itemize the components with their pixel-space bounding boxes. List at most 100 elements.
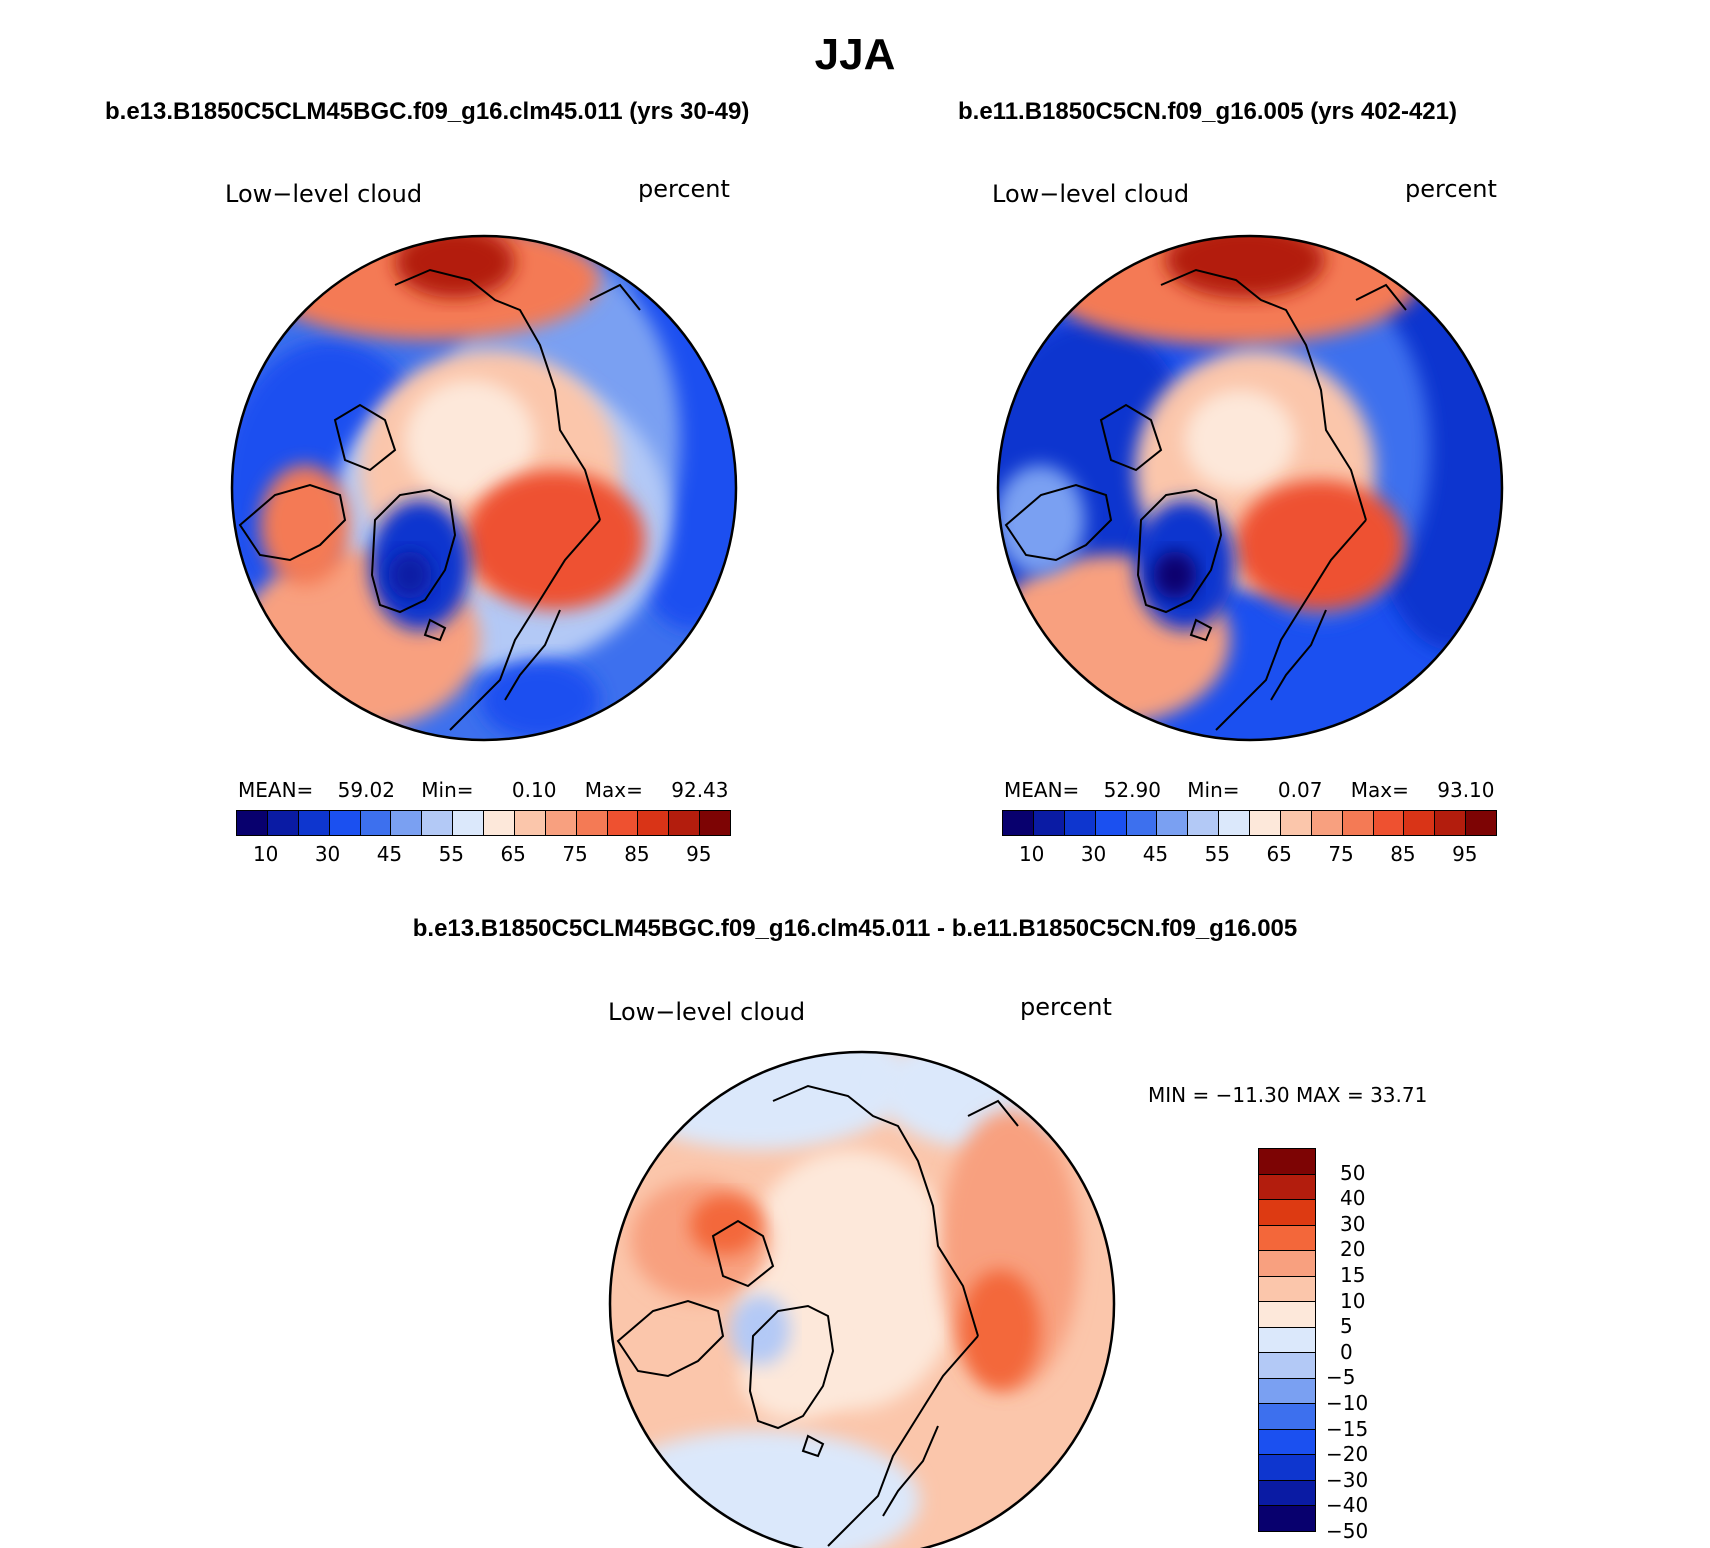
- left-min-label: Min=: [421, 778, 474, 802]
- diff-units-label: percent: [1020, 993, 1112, 1021]
- diff-colorbar-tick-label: 10: [1340, 1288, 1366, 1313]
- right-colorbar-swatch: [1219, 811, 1250, 835]
- left-mean-label: MEAN=: [238, 778, 314, 802]
- diff-colorbar-swatch: [1259, 1429, 1315, 1456]
- left-min-value: 0.10: [511, 778, 557, 802]
- left-coastlines: [238, 268, 641, 731]
- right-colorbar-swatch: [1095, 811, 1127, 835]
- right-colorbar-tick-label: 45: [1142, 842, 1169, 866]
- left-colorbar-ticks: 10 30 45 55 65 75 85 95: [236, 842, 731, 868]
- right-colorbar-tick-label: 30: [1080, 842, 1107, 866]
- right-colorbar-swatch: [1342, 811, 1374, 835]
- diff-map-frame: [608, 1050, 1116, 1548]
- left-colorbar-swatch: [607, 811, 639, 835]
- left-colorbar-swatch: [391, 811, 423, 835]
- left-colorbar-tick-label: 65: [500, 842, 526, 866]
- left-colorbar-swatch: [484, 811, 515, 835]
- diff-colorbar-swatch: [1259, 1251, 1315, 1277]
- diff-colorbar-tick-label: 50: [1340, 1160, 1366, 1185]
- diff-colorbar-swatch: [1259, 1506, 1315, 1531]
- left-colorbar-swatch: [453, 811, 484, 835]
- right-colorbar-swatch: [1435, 811, 1467, 835]
- right-colorbar-tick-label: 65: [1266, 842, 1292, 866]
- diff-variable-label: Low−level cloud: [608, 998, 806, 1026]
- left-polar-map: [230, 234, 738, 742]
- left-units-label: percent: [638, 175, 730, 203]
- diff-colorbar-tick-label: −30: [1326, 1467, 1369, 1492]
- right-max-label: Max=: [1350, 778, 1409, 802]
- left-colorbar-tick-label: 45: [376, 842, 403, 866]
- right-colorbar: [1002, 810, 1497, 836]
- left-colorbar-swatch: [545, 811, 577, 835]
- left-variable-label: Low−level cloud: [225, 180, 423, 208]
- diff-colorbar-swatch: [1259, 1200, 1315, 1226]
- diff-colorbar-swatch: [1259, 1378, 1315, 1405]
- right-colorbar-swatch: [1250, 811, 1281, 835]
- left-colorbar-swatch: [514, 811, 546, 835]
- left-colorbar: [236, 810, 731, 836]
- left-field-shading: [232, 236, 736, 740]
- diff-colorbar-tick-label: 30: [1340, 1211, 1366, 1236]
- right-colorbar-tick-label: 55: [1204, 842, 1231, 866]
- right-colorbar-tick-label: 85: [1390, 842, 1416, 866]
- right-coastlines: [1004, 268, 1407, 731]
- right-colorbar-swatch: [1404, 811, 1436, 835]
- left-colorbar-tick-label: 30: [314, 842, 341, 866]
- left-colorbar-swatch: [267, 811, 299, 835]
- diff-case-title: b.e13.B1850C5CLM45BGC.f09_g16.clm45.011 …: [412, 915, 1298, 942]
- diff-colorbar-tick-label: −40: [1326, 1493, 1369, 1518]
- left-max-label: Max=: [584, 778, 643, 802]
- diff-min-max: MIN = −11.30 MAX = 33.71: [1148, 1083, 1428, 1107]
- diff-colorbar-swatch: [1259, 1404, 1315, 1430]
- diff-polar-map: [608, 1050, 1116, 1548]
- diff-colorbar-tick-label: −5: [1326, 1365, 1356, 1390]
- left-mean-value: 59.02: [337, 778, 395, 802]
- right-colorbar-tick-label: 95: [1452, 842, 1478, 866]
- right-colorbar-swatch: [1157, 811, 1189, 835]
- diff-colorbar-swatch: [1259, 1327, 1315, 1354]
- left-colorbar-swatch: [360, 811, 392, 835]
- right-colorbar-swatch: [1033, 811, 1065, 835]
- diff-field-shading: [610, 1052, 1114, 1548]
- right-max-value: 93.10: [1437, 778, 1495, 802]
- diff-colorbar-swatch: [1259, 1302, 1315, 1328]
- right-colorbar-swatch: [1373, 811, 1405, 835]
- left-colorbar-swatch: [576, 811, 608, 835]
- left-colorbar-tick-label: 95: [686, 842, 712, 866]
- right-colorbar-swatch: [1126, 811, 1158, 835]
- figure-title: JJA: [814, 30, 896, 79]
- left-colorbar-tick-label: 85: [624, 842, 650, 866]
- right-colorbar-swatch: [1188, 811, 1220, 835]
- left-case-title: b.e13.B1850C5CLM45BGC.f09_g16.clm45.011 …: [105, 98, 750, 125]
- right-colorbar-swatch: [1466, 811, 1496, 835]
- diff-colorbar-swatch: [1259, 1480, 1315, 1507]
- diff-colorbar-ticks: 50 40 30 20 15 10 5 0 −5 −10 −15 −20 −30 −40 −50: [1326, 1148, 1420, 1543]
- left-colorbar-swatch: [237, 811, 268, 835]
- diff-coastlines: [616, 1084, 1019, 1547]
- right-colorbar-swatch: [1003, 811, 1034, 835]
- diff-colorbar-tick-label: 15: [1340, 1263, 1366, 1287]
- left-max-value: 92.43: [671, 778, 729, 802]
- diff-colorbar-tick-label: −50: [1326, 1519, 1369, 1543]
- diff-colorbar-tick-label: 20: [1340, 1237, 1366, 1262]
- right-field-shading: [998, 236, 1502, 740]
- left-colorbar-swatch: [669, 811, 701, 835]
- right-stats: MEAN= 52.90 Min= 0.07 Max= 93.10: [1004, 778, 1495, 802]
- diff-colorbar-swatch: [1259, 1353, 1315, 1379]
- right-variable-label: Low−level cloud: [992, 180, 1190, 208]
- left-colorbar-swatch: [638, 811, 670, 835]
- diff-colorbar-swatch: [1259, 1455, 1315, 1481]
- left-colorbar-swatch: [329, 811, 361, 835]
- left-colorbar-tick-label: 75: [562, 842, 588, 866]
- right-map-frame: [996, 234, 1504, 742]
- diff-colorbar-tick-label: 0: [1340, 1339, 1353, 1364]
- diff-colorbar-swatch: [1259, 1149, 1315, 1175]
- diff-colorbar: [1258, 1148, 1316, 1532]
- left-colorbar-swatch: [422, 811, 454, 835]
- diff-colorbar-tick-label: 40: [1340, 1186, 1366, 1211]
- left-map-frame: [230, 234, 738, 742]
- left-stats: MEAN= 59.02 Min= 0.10 Max= 92.43: [238, 778, 729, 802]
- right-colorbar-ticks: 10 30 45 55 65 75 85 95: [1002, 842, 1497, 868]
- right-colorbar-tick-label: 75: [1328, 842, 1354, 866]
